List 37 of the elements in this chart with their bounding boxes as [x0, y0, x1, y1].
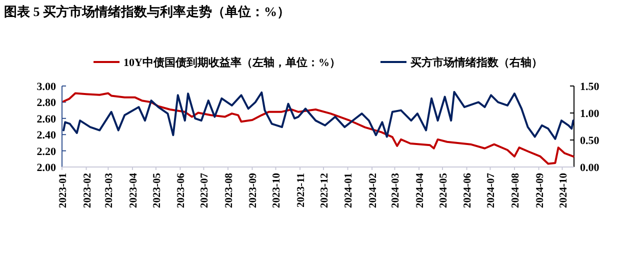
x-tick-label: 2023-07 [200, 173, 211, 208]
x-tick-label: 2023-05 [152, 173, 163, 208]
x-tick-label: 2023-06 [176, 173, 188, 208]
x-tick-label: 2023-12 [319, 173, 330, 208]
x-tick-label: 2024-09 [534, 173, 546, 208]
y-tick-label: 2.00 [36, 162, 56, 174]
x-tick-label: 2024-01 [344, 173, 355, 208]
y-tick-label: 3.00 [36, 81, 56, 93]
line-series [62, 90, 574, 140]
y2-tick-label: 1.00 [580, 108, 600, 120]
x-tick-label: 2024-05 [438, 173, 450, 208]
x-tick-label: 2024-04 [414, 172, 426, 208]
y-tick-label: 2.40 [36, 130, 56, 142]
y2-tick-label: 0.00 [580, 162, 600, 174]
legend-label: 10Y中债国债到期收益率（左轴，单位：%） [124, 56, 340, 69]
y2-tick-label: 1.50 [580, 81, 600, 93]
line-series [62, 92, 574, 165]
y-tick-label: 2.60 [36, 113, 56, 126]
y-tick-label: 2.20 [36, 146, 56, 158]
y-tick-label: 2.80 [36, 97, 56, 110]
x-tick-label: 2023-11 [296, 173, 307, 208]
x-tick-label: 2024-07 [486, 173, 498, 208]
x-tick-label: 2023-02 [82, 173, 94, 208]
y2-tick-label: 0.50 [580, 135, 600, 147]
x-tick-label: 2024-10 [558, 173, 570, 208]
x-tick-label: 2023-09 [248, 173, 260, 208]
x-tick-label: 2023-10 [272, 173, 283, 208]
x-tick-label: 2023-01 [58, 173, 69, 208]
x-tick-label: 2023-08 [224, 173, 235, 208]
x-tick-label: 2023-04 [128, 172, 140, 208]
legend-label: 买方市场情绪指数（右轴） [410, 56, 542, 69]
x-tick-label: 2024-08 [510, 173, 522, 208]
chart-title: 图表 5 买方市场情绪指数与利率走势（单位：%） [4, 4, 290, 19]
x-tick-label: 2024-02 [368, 173, 380, 208]
x-tick-label: 2023-03 [104, 173, 116, 208]
x-tick-label: 2024-03 [390, 173, 402, 208]
x-tick-label: 2024-06 [462, 173, 474, 208]
